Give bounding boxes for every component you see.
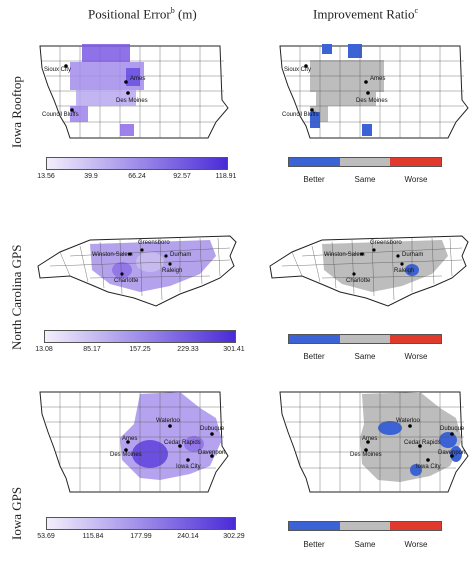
nc-gps-tick: 13.08 [35,346,53,353]
iowa-gps-ratio-map: Waterloo Dubuque Ames Cedar Rapids Des M… [279,391,469,493]
city-label-waterloo: Waterloo [156,418,180,424]
error-surface [70,44,144,136]
nc-gps-tick: 301.41 [223,346,245,353]
legend-label-better: Better [303,352,325,361]
legend-label-same: Same [354,352,376,361]
positional-error-title: Positional Errorb (m) [88,6,197,22]
city-label-ames: Ames [362,436,377,442]
city-label-raleigh: Raleigh [162,268,182,274]
iowa-rooftop-error-map: Sioux City Ames Des Moines Council Bluff… [39,44,229,139]
city-label-ames: Ames [370,76,385,82]
nc-gps-ratio-map: Greensboro Winston-Salem Durham Raleigh … [269,235,469,307]
iowa-rooftop-ratio-map: Sioux City Ames Des Moines Council Bluff… [279,44,469,139]
city-label-des-moines: Des Moines [356,98,388,104]
worse-swatch [390,158,442,166]
legend-label-better: Better [303,175,325,184]
city-label-durham: Durham [402,252,423,258]
city-markers [64,64,130,112]
legend-label-worse: Worse [404,175,428,184]
city-label-davenport: Davenport [198,450,226,456]
legend-label-better: Better [303,540,325,549]
same-swatch [339,522,391,530]
iowa-rooftop-tick: 118.91 [215,173,237,180]
iowa-gps-error-colorbar [46,517,236,530]
city-label-charlotte: Charlotte [114,278,139,284]
iowa-gps-tick: 115.84 [82,533,104,540]
iowa-rooftop-tick: 92.57 [173,173,191,180]
nc-gps-tick: 229.33 [177,346,199,353]
legend-label-same: Same [354,540,376,549]
city-label-des-moines: Des Moines [350,452,382,458]
same-swatch [339,158,391,166]
row-label-iowa-rooftop: Iowa Rooftop [9,76,24,148]
worse-swatch [390,522,442,530]
iowa-gps-tick: 53.69 [37,533,55,540]
iowa-rooftop-ratio-legend [288,157,442,167]
legend-label-worse: Worse [404,540,428,549]
city-label-cedar-rapids: Cedar Rapids [164,440,201,446]
better-swatch [289,335,340,343]
iowa-rooftop-tick: 66.24 [128,173,146,180]
iowa-gps-error-map: Waterloo Dubuque Ames Cedar Rapids Des M… [39,391,229,493]
city-label-dubuque: Dubuque [200,426,225,432]
legend-label-same: Same [354,175,376,184]
iowa-rooftop-tick: 13.56 [37,173,55,180]
nc-gps-tick: 157.25 [129,346,151,353]
city-label-cedar-rapids: Cedar Rapids [404,440,441,446]
city-label-greensboro: Greensboro [370,240,402,246]
row-label-iowa-gps: Iowa GPS [9,486,24,540]
iowa-gps-ratio-legend [288,521,442,531]
city-label-davenport: Davenport [438,450,466,456]
better-regions [378,421,462,476]
iowa-rooftop-error-colorbar [46,157,228,170]
better-swatch [289,158,340,166]
nc-gps-error-colorbar [44,330,236,343]
improvement-ratio-title: Improvement Ratioc [313,6,419,22]
nc-gps-error-map: Greensboro Winston-Salem Durham Raleigh … [37,235,237,307]
city-label-sioux-city: Sioux City [44,67,71,73]
iowa-gps-tick: 177.99 [130,533,152,540]
better-swatch [289,522,340,530]
row-label-north-carolina-gps: North Carolina GPS [9,244,24,350]
city-label-des-moines: Des Moines [116,98,148,104]
nc-gps-ratio-legend [288,334,442,344]
legend-label-worse: Worse [404,352,428,361]
nc-gps-tick: 85.17 [83,346,101,353]
iowa-gps-tick: 240.14 [177,533,199,540]
city-label-sioux-city: Sioux City [284,67,311,73]
same-swatch [339,335,391,343]
city-label-council-bluffs: Council Bluffs [282,112,319,118]
city-label-council-bluffs: Council Bluffs [42,112,79,118]
city-label-iowa-city: Iowa City [176,464,201,470]
city-label-ames: Ames [130,76,145,82]
worse-swatch [390,335,442,343]
city-label-des-moines: Des Moines [110,452,142,458]
iowa-rooftop-tick: 39.9 [84,173,98,180]
city-label-iowa-city: Iowa City [416,464,441,470]
city-label-greensboro: Greensboro [138,240,170,246]
city-label-dubuque: Dubuque [440,426,465,432]
city-label-winston-salem: Winston-Salem [324,252,365,258]
city-label-ames: Ames [122,436,137,442]
city-label-waterloo: Waterloo [396,418,420,424]
better-regions [310,44,372,136]
city-label-raleigh: Raleigh [394,268,414,274]
iowa-gps-tick: 302.29 [223,533,245,540]
city-label-winston-salem: Winston-Salem [92,252,133,258]
city-label-durham: Durham [170,252,191,258]
city-label-charlotte: Charlotte [346,278,371,284]
